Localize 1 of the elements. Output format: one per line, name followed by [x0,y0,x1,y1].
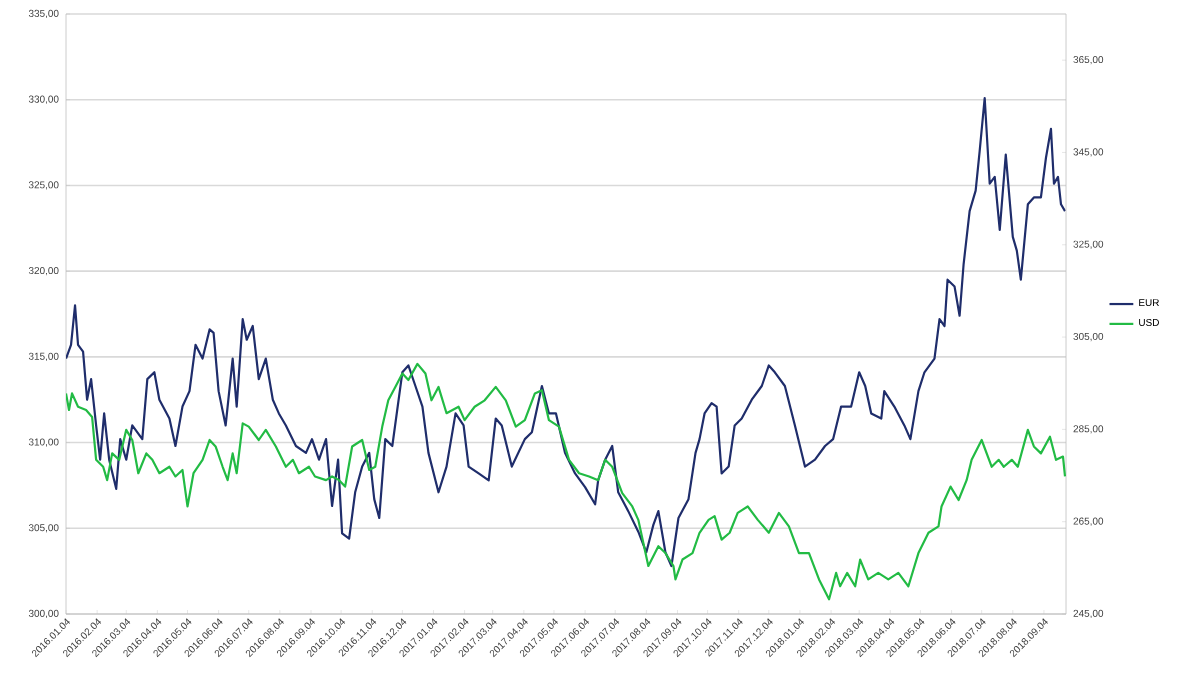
line-series [66,96,1067,568]
